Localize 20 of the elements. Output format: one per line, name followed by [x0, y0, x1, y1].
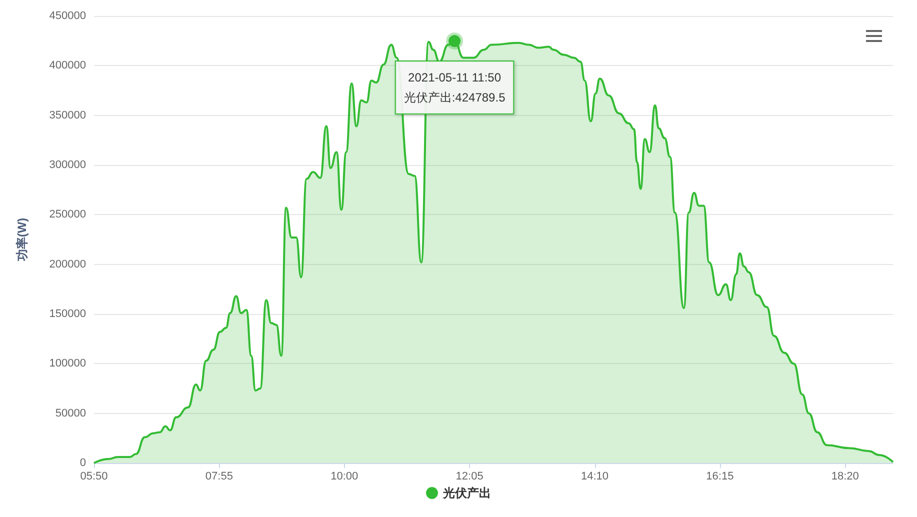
y-tick-label: 250000 [49, 208, 86, 221]
y-tick-label: 0 [80, 457, 86, 469]
legend-label: 光伏产出 [442, 486, 491, 500]
x-tick-label: 05:50 [80, 470, 108, 482]
x-tick-label: 12:05 [456, 470, 484, 482]
x-tick-label: 16:15 [706, 470, 734, 482]
x-tick-label: 07:55 [205, 470, 233, 482]
y-tick-label: 350000 [49, 109, 86, 122]
y-axis-title: 功率(W) [15, 218, 29, 262]
annotation: 2021-05-11 11:50 光伏产出:424789.5 [404, 70, 506, 105]
y-tick-label: 50000 [55, 407, 86, 420]
y-tick-label: 200000 [49, 258, 86, 270]
x-tick-label: 18:20 [831, 470, 859, 482]
x-tick-label: 14:10 [580, 470, 609, 482]
y-tick-label: 450000 [49, 10, 86, 22]
y-tick-label: 300000 [49, 159, 86, 171]
y-tick-label: 400000 [49, 60, 86, 72]
y-tick-label: 100000 [49, 358, 86, 370]
x-tick-label: 10:00 [330, 470, 358, 482]
y-tick-label: 150000 [49, 308, 86, 320]
